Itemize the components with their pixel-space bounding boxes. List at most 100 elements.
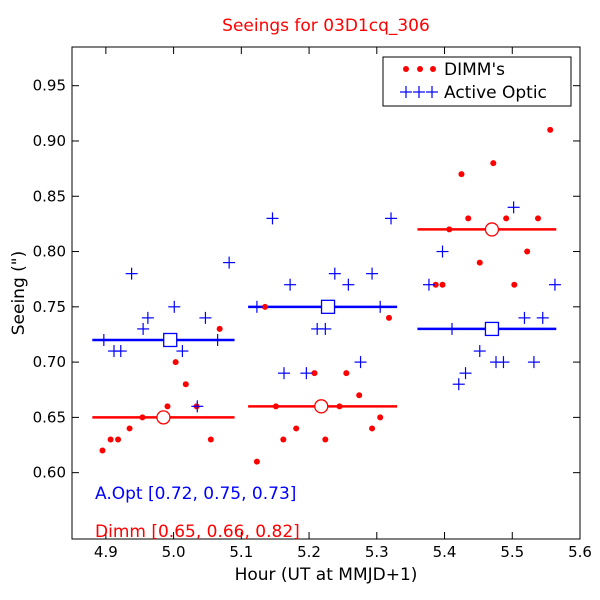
y-tick-label: 0.80 xyxy=(33,243,66,261)
active-optic-point xyxy=(211,333,224,346)
x-tick-label: 5.2 xyxy=(297,543,321,561)
dimm-point xyxy=(369,425,376,432)
dimm-average-marker xyxy=(156,410,171,425)
x-tick-label: 5.4 xyxy=(433,543,457,561)
dimm-point xyxy=(385,314,392,321)
legend-aopt-label: Active Optic xyxy=(444,83,547,103)
active-optic-point xyxy=(137,322,150,335)
active-optic-point xyxy=(114,345,127,358)
active-optic-point xyxy=(168,300,181,313)
aopt-average-marker xyxy=(484,321,500,337)
legend-aopt-marker xyxy=(400,86,438,98)
active-optic-point xyxy=(548,278,561,291)
dimm-point xyxy=(524,248,531,255)
legend: DIMM's Active Optic xyxy=(382,56,572,107)
legend-dimm-label: DIMM's xyxy=(444,60,505,80)
y-tick-label: 0.60 xyxy=(33,464,66,482)
x-tick-label: 5.3 xyxy=(365,543,389,561)
dimm-point xyxy=(439,281,446,288)
dimm-point xyxy=(465,215,472,222)
active-optic-point xyxy=(284,278,297,291)
x-axis-label: Hour (UT at MMJD+1) xyxy=(235,565,418,585)
x-tick-label: 5.1 xyxy=(229,543,253,561)
dimm-point xyxy=(172,359,179,366)
active-optic-point xyxy=(328,267,341,280)
x-tick-label: 5.0 xyxy=(162,543,186,561)
active-optic-point xyxy=(125,267,138,280)
active-optic-point xyxy=(385,212,398,225)
active-optic-point xyxy=(422,278,435,291)
dimm-point xyxy=(280,436,287,443)
dimm-point xyxy=(322,436,329,443)
active-optic-point xyxy=(176,345,189,358)
active-optic-point xyxy=(436,245,449,258)
dimm-point xyxy=(547,126,554,133)
dimm-point xyxy=(490,160,497,167)
y-tick-label: 0.70 xyxy=(33,353,66,371)
y-axis-label: Seeing (") xyxy=(9,251,29,336)
dimm-point xyxy=(476,259,483,266)
annotation-aopt-averages: A.Opt [0.72, 0.75, 0.73] xyxy=(95,484,296,504)
active-optic-point xyxy=(191,400,204,413)
dimm-point xyxy=(139,414,146,421)
x-tick-label: 4.9 xyxy=(94,543,118,561)
axis-ticks: 4.9 5.0 5.1 5.2 5.3 5.4 5.5 5.6 0.60 0.65 0.70 0.75… xyxy=(33,47,592,561)
dimm-point xyxy=(107,436,114,443)
active-optic-point xyxy=(141,311,154,324)
dimm-point xyxy=(272,403,279,410)
active-optic-point xyxy=(223,256,236,269)
dimm-point xyxy=(356,392,363,399)
dimm-point xyxy=(182,381,189,388)
dimm-point xyxy=(293,425,300,432)
active-optic-point xyxy=(319,322,332,335)
y-tick-label: 0.75 xyxy=(33,298,66,316)
active-optic-point xyxy=(250,300,263,313)
chart-marks xyxy=(92,126,561,465)
active-optic-point xyxy=(300,367,313,380)
aopt-average-marker xyxy=(320,299,336,314)
dimm-point xyxy=(503,215,510,222)
dimm-point xyxy=(336,403,343,410)
dimm-average-marker xyxy=(314,399,329,414)
dimm-point xyxy=(311,370,318,377)
dimm-point xyxy=(216,325,223,332)
dimm-point xyxy=(99,447,106,454)
chart-title: Seeings for 03D1cq_306 xyxy=(222,16,430,36)
active-optic-point xyxy=(278,367,291,380)
y-tick-label: 0.95 xyxy=(33,77,66,95)
legend-box xyxy=(382,56,572,107)
dimm-point xyxy=(164,403,171,410)
active-optic-point xyxy=(354,356,367,369)
dimm-point xyxy=(207,436,214,443)
annotation-dimm-averages: Dimm [0.65, 0.66, 0.82] xyxy=(95,522,300,542)
dimm-point xyxy=(115,436,122,443)
active-optic-point xyxy=(199,311,212,324)
active-optic-point xyxy=(266,212,279,225)
dimm-point xyxy=(511,281,518,288)
dimm-average-marker xyxy=(484,222,500,237)
active-optic-point xyxy=(518,311,531,324)
dimm-point xyxy=(446,226,453,233)
active-optic-point xyxy=(459,367,472,380)
dimm-point xyxy=(262,303,269,310)
active-optic-point xyxy=(452,378,465,391)
active-optic-point xyxy=(445,322,458,335)
active-optic-point xyxy=(342,278,355,291)
y-tick-label: 0.90 xyxy=(33,132,66,150)
y-tick-label: 0.85 xyxy=(33,187,66,205)
plot-frame xyxy=(71,46,581,540)
active-optic-point xyxy=(527,356,540,369)
dimm-point xyxy=(458,171,465,178)
active-optic-point xyxy=(536,311,549,324)
legend-dimm-marker xyxy=(403,66,436,72)
y-tick-label: 0.65 xyxy=(33,408,66,426)
dimm-point xyxy=(535,215,542,222)
active-optic-point xyxy=(507,201,520,214)
aopt-average-marker xyxy=(163,332,178,348)
active-optic-point xyxy=(97,333,110,346)
active-optic-point xyxy=(366,267,379,280)
dimm-point xyxy=(343,370,350,377)
active-optic-point xyxy=(473,345,486,358)
dimm-point xyxy=(377,414,384,421)
